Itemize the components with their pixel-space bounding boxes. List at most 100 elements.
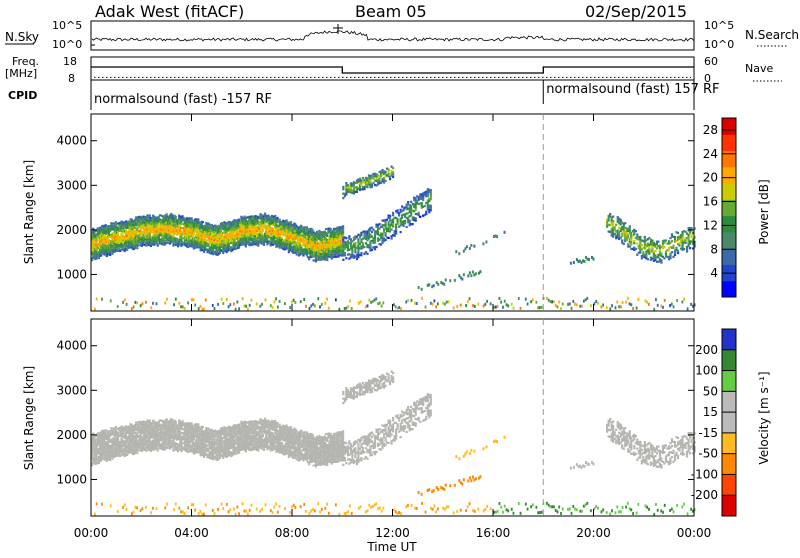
velocity-cell: [118, 453, 120, 455]
power-cell: [392, 212, 394, 214]
power-cell: [300, 253, 302, 255]
power-cell: [397, 221, 399, 223]
power-clutter: [314, 304, 316, 307]
power-cell: [651, 246, 653, 248]
velocity-cell: [149, 440, 151, 442]
power-cell: [313, 235, 315, 237]
power-cell: [378, 223, 380, 225]
velocity-cell: [117, 432, 119, 434]
power-cell: [153, 216, 155, 218]
power-colorbar-tick-label: 4: [710, 266, 718, 280]
power-cell: [342, 229, 344, 231]
power-cell: [677, 250, 679, 252]
power-cell: [668, 249, 670, 251]
power-cell: [279, 219, 281, 221]
noise-right-top-tick: 10^5: [704, 19, 734, 32]
power-clutter: [416, 302, 418, 305]
power-colorbar-tick-label: 8: [710, 242, 718, 256]
power-clutter: [142, 302, 144, 305]
power-cell: [372, 177, 374, 179]
power-cell: [357, 249, 359, 251]
velocity-cell: [111, 430, 113, 432]
power-colorbar-label: Power [dB]: [757, 179, 771, 244]
power-clutter: [530, 300, 532, 303]
power-clutter: [397, 307, 399, 310]
power-cell: [635, 230, 637, 232]
power-cell: [307, 246, 309, 248]
power-cell: [306, 250, 308, 252]
power-cell: [212, 249, 214, 251]
power-cell: [196, 244, 198, 246]
power-cell: [211, 234, 213, 236]
power-cell: [630, 232, 632, 234]
power-clutter: [94, 308, 96, 311]
power-cell: [428, 211, 430, 213]
power-clutter: [235, 308, 237, 311]
power-clutter: [251, 299, 253, 302]
power-cell: [400, 231, 402, 233]
velocity-cell: [98, 450, 100, 452]
power-cell: [381, 233, 383, 235]
power-clutter: [601, 305, 603, 308]
power-cell: [630, 243, 632, 245]
power-cell: [362, 242, 364, 244]
velocity-cell: [96, 462, 98, 464]
power-cell: [363, 246, 365, 248]
power-cell: [157, 243, 159, 245]
power-clutter: [193, 298, 195, 301]
power-cell: [289, 243, 291, 245]
power-cell: [105, 224, 107, 226]
power-cell: [369, 243, 371, 245]
power-cell: [180, 237, 182, 239]
power-clutter: [358, 302, 360, 305]
power-clutter: [550, 300, 552, 303]
power-cell: [221, 238, 223, 240]
beam-label: Beam 05: [355, 2, 427, 21]
power-cell: [354, 251, 356, 253]
power-cell: [392, 176, 394, 178]
power-patch-cell: [433, 284, 435, 287]
power-cell: [299, 244, 301, 246]
power-clutter: [200, 305, 202, 308]
power-cell: [689, 231, 691, 233]
power-cell: [118, 248, 120, 250]
power-cell: [132, 236, 134, 238]
power-cell: [410, 212, 412, 214]
power-cell: [663, 246, 665, 248]
power-cell: [384, 226, 386, 228]
power-clutter: [615, 306, 617, 309]
power-patch-cell: [454, 279, 456, 282]
power-cell: [96, 255, 98, 257]
velocity-cell: [135, 439, 137, 441]
power-cell: [177, 245, 179, 247]
power-cell: [374, 239, 376, 241]
power-colorbar-bin: [722, 183, 736, 200]
power-cell: [239, 236, 241, 238]
nave-label: Nave: [745, 62, 773, 75]
power-cell: [180, 221, 182, 223]
power-clutter: [673, 305, 675, 308]
velocity-cell: [96, 446, 98, 448]
power-cell: [175, 226, 177, 228]
power-cell: [430, 209, 432, 211]
power-cell: [626, 232, 628, 234]
power-clutter: [319, 305, 321, 308]
power-cell: [228, 245, 230, 247]
power-cell: [392, 221, 394, 223]
power-cell: [235, 248, 237, 250]
power-cell: [254, 225, 256, 227]
power-cell: [354, 249, 356, 251]
power-clutter: [557, 305, 559, 308]
nsky-trace: [92, 31, 694, 41]
power-cell: [360, 254, 362, 256]
power-cell: [371, 231, 373, 233]
power-clutter: [655, 298, 657, 301]
velocity-cell: [124, 437, 126, 439]
power-cell: [302, 238, 304, 240]
power-cell: [357, 252, 359, 254]
power-clutter: [261, 303, 263, 306]
power-patch-cell: [504, 231, 506, 234]
